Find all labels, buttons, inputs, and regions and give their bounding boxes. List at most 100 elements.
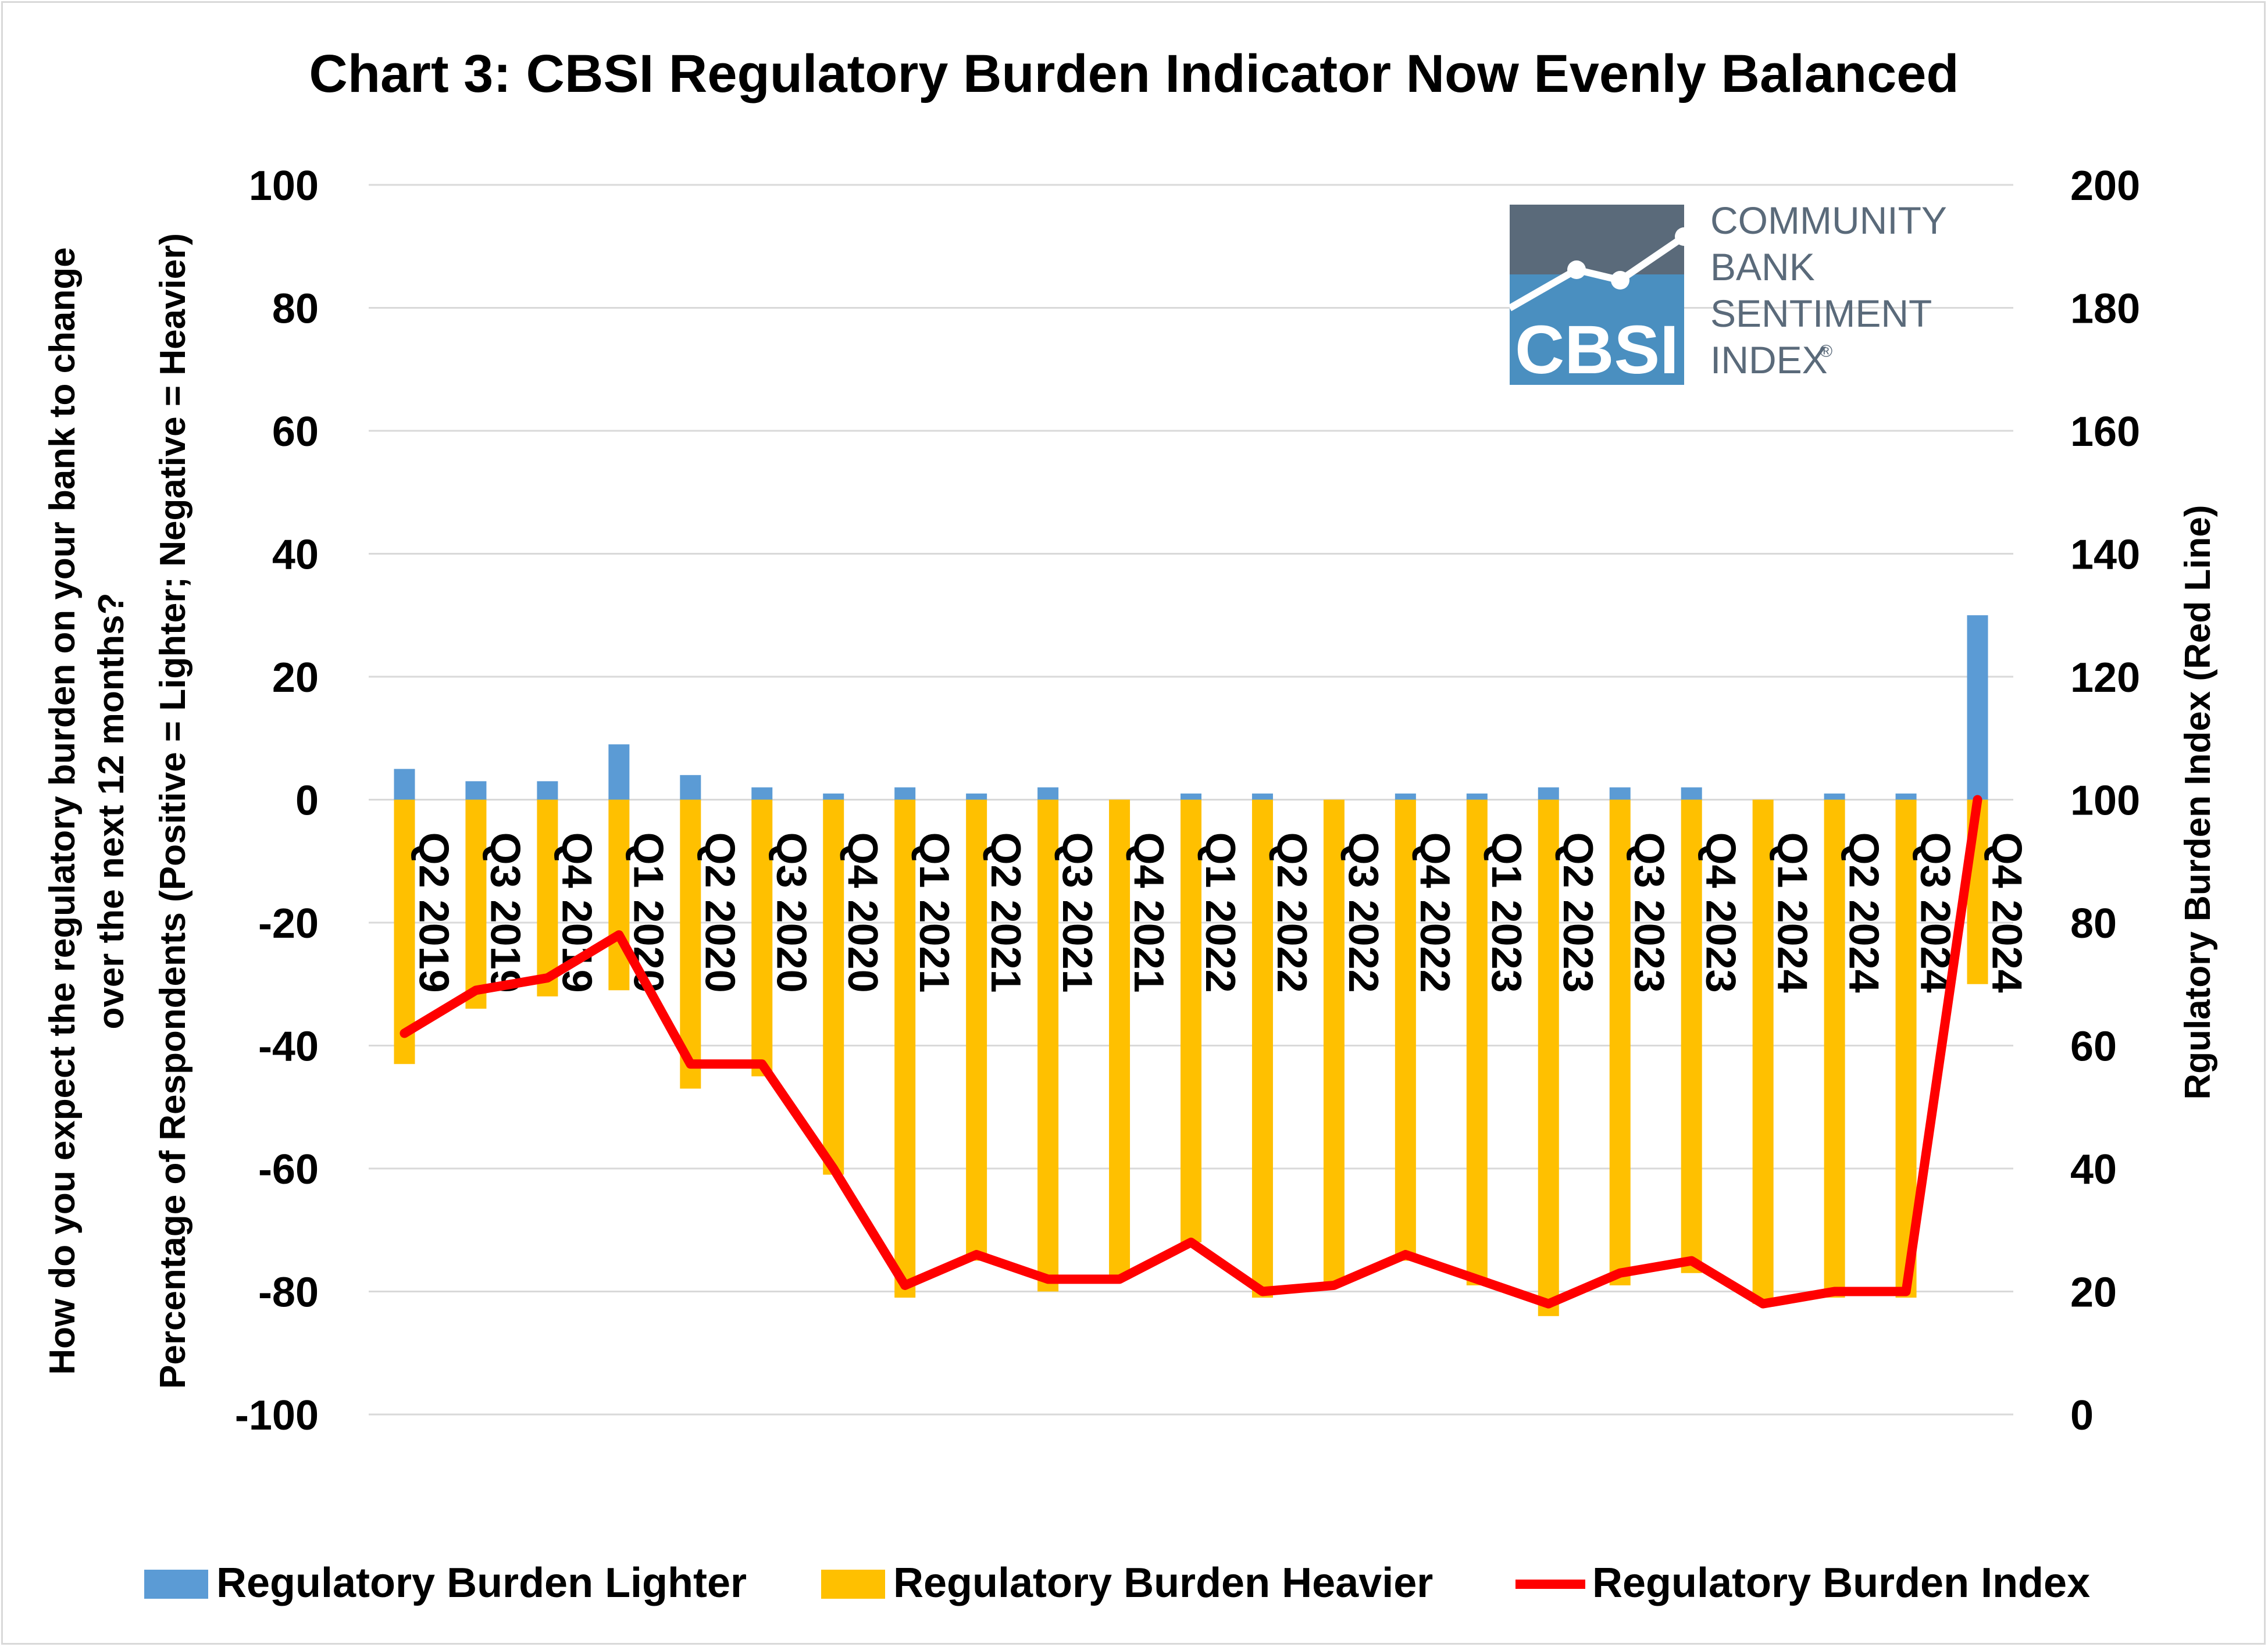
y-tick-label: -100 [235,1392,319,1439]
bar-heavier [1824,799,1845,1298]
category-label: Q2 2021 [982,833,1029,993]
category-label: Q4 2024 [1984,833,2030,993]
bar-heavier [680,799,701,1089]
legend-label-index: Regulatory Burden Index [1592,1560,2090,1606]
y-tick-label: -40 [258,1024,319,1070]
category-label: Q2 2019 [410,833,457,993]
legend: Regulatory Burden Lighter Regulatory Bur… [144,1560,2090,1606]
logo-trend-line [1510,234,1686,312]
logo-registered-mark: ® [1820,342,1832,361]
y2-tick-label: 100 [2070,778,2140,824]
y2-tick-label: 0 [2070,1392,2094,1439]
category-label: Q3 2023 [1626,833,1673,993]
category-label: Q1 2023 [1483,833,1529,993]
bar-lighter [1967,615,1988,800]
bar-lighter [1609,787,1631,800]
bar-heavier [1395,799,1416,1261]
bar-lighter [1824,793,1845,800]
bar-heavier [1538,799,1559,1316]
logo-trend-dot [1567,260,1586,279]
category-label: Q1 2021 [911,833,957,993]
bar-lighter [1681,787,1702,800]
bar-lighter [966,793,987,800]
logo-line-3: SENTIMENT [1710,292,1932,335]
y-axis-label-line3: Percentage of Respondents (Positive = Li… [153,233,193,1389]
legend-label-heavier: Regulatory Burden Heavier [893,1560,1433,1606]
y-tick-label: 40 [272,532,319,578]
category-label: Q2 2022 [1268,833,1315,993]
bar-lighter [608,744,630,800]
bar-lighter [465,781,487,800]
y2-tick-label: 140 [2070,532,2140,578]
bar-heavier [608,799,630,991]
bar-heavier [1752,799,1774,1304]
category-label: Q1 2022 [1197,833,1243,993]
bar-heavier [394,799,415,1064]
y2-tick-label: 160 [2070,409,2140,455]
category-label: Q3 2019 [482,833,528,993]
bar-lighter [537,781,558,800]
bar-lighter [1037,787,1059,800]
bars-layer [394,615,1988,1316]
bar-heavier [1109,799,1131,1280]
bar-heavier [1251,799,1273,1298]
category-label: Q3 2021 [1054,833,1100,993]
category-label: Q4 2023 [1698,833,1744,993]
logo-line-2: BANK [1710,245,1815,288]
y-tick-label: -80 [258,1270,319,1316]
y-axis-label-line1: How do you expect the regulatory burden … [42,247,83,1374]
cbsi-logo: CBSI COMMUNITY BANK SENTIMENT INDEX ® [1510,205,1947,385]
y-tick-label: 80 [272,286,319,333]
legend-label-lighter: Regulatory Burden Lighter [216,1560,747,1606]
bar-lighter [823,793,844,800]
bar-heavier [1037,799,1059,1292]
bar-heavier [1323,799,1345,1285]
category-label: Q3 2020 [768,833,814,993]
y2-tick-label: 200 [2070,163,2140,209]
bar-heavier [1181,799,1201,1242]
index-line [400,795,1982,1309]
logo-abbr: CBSI [1515,312,1679,385]
y-tick-label: 60 [272,409,319,455]
index-line-layer [400,795,1982,1309]
category-label: Q1 2020 [625,833,671,993]
y2-tick-label: 180 [2070,286,2140,333]
bar-lighter [751,787,773,800]
bar-heavier [1609,799,1631,1285]
left-axis-ticks: 100 80 60 40 20 0 -20 -40 -60 -80 -100 [235,163,319,1439]
category-label: Q2 2024 [1841,833,1887,993]
category-label: Q4 2022 [1411,833,1458,993]
logo-trend-dot [1675,227,1693,246]
bar-lighter [894,787,916,800]
bar-lighter [394,769,415,800]
bar-lighter [1181,793,1201,800]
bar-heavier [751,799,773,1077]
bar-heavier [823,799,844,1175]
legend-swatch-lighter [144,1570,208,1599]
y-tick-label: 0 [295,778,319,824]
y-axis-label-line2: over the next 12 months? [91,592,131,1029]
category-label: Q2 2023 [1554,833,1601,993]
y2-tick-label: 60 [2070,1024,2117,1070]
y2-tick-label: 80 [2070,901,2117,947]
y-tick-label: -20 [258,901,319,947]
logo-trend-dot [1611,271,1629,290]
legend-swatch-heavier [821,1570,885,1599]
bar-lighter [1538,787,1559,800]
bar-heavier [465,799,487,1009]
bar-heavier [894,799,916,1298]
category-label: Q3 2022 [1340,833,1386,993]
category-label: Q1 2024 [1769,833,1816,993]
bar-heavier [1681,799,1702,1273]
bar-lighter [1466,793,1488,800]
bar-heavier [966,799,987,1261]
y-tick-label: 100 [249,163,319,209]
bar-heavier [1466,799,1488,1285]
bar-lighter [1395,793,1416,800]
bar-heavier [537,799,558,996]
y2-tick-label: 20 [2070,1270,2117,1316]
bar-lighter [680,775,701,800]
bar-lighter [1251,793,1273,800]
